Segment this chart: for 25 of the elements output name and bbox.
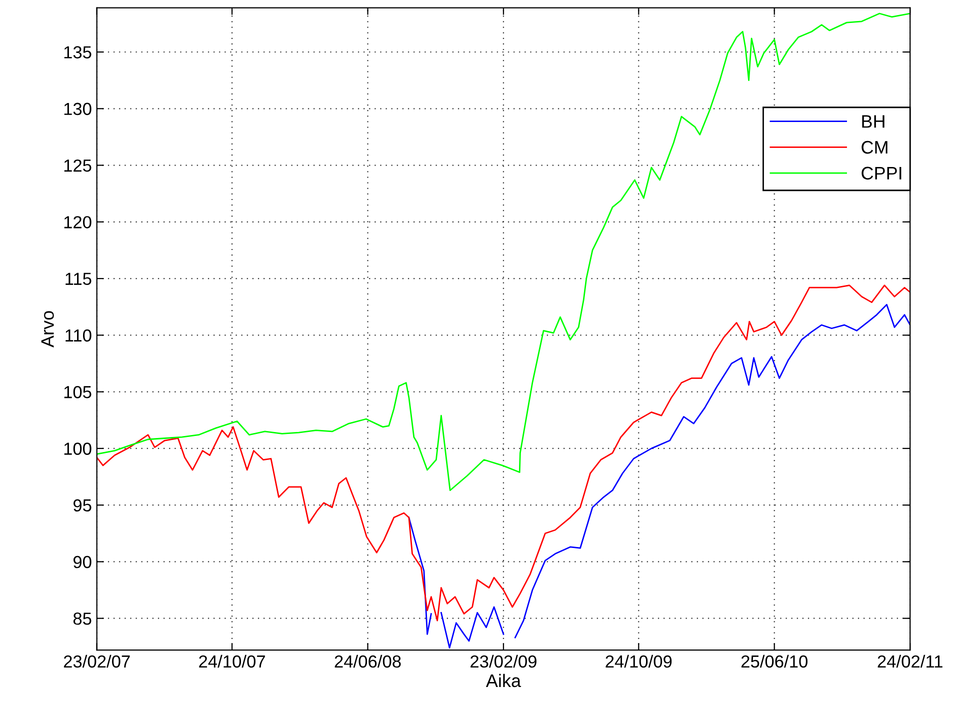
x-axis-title: Aika <box>486 674 522 688</box>
x-tick-label: 24/10/07 <box>199 654 265 668</box>
x-tick-label: 23/02/09 <box>470 654 536 668</box>
y-tick-label: 85 <box>73 612 92 625</box>
y-tick-label: 95 <box>74 499 92 512</box>
y-tick-label: 110 <box>66 329 92 342</box>
y-tick-label: 115 <box>66 272 92 285</box>
y-tick-label: 130 <box>64 102 92 116</box>
x-tick-label: 24/02/11 <box>878 654 942 668</box>
y-tick-label: 100 <box>64 442 92 455</box>
y-axis-title: Arvo <box>41 311 54 348</box>
line-series <box>96 12 910 492</box>
x-tick-label: 24/06/08 <box>334 654 401 668</box>
legend-label: BH <box>862 115 884 128</box>
y-tick-label: 125 <box>64 159 92 172</box>
y-tick-label: 105 <box>64 386 92 398</box>
x-tick-label: 23/02/07 <box>64 654 130 668</box>
legend-label: CM <box>862 140 888 154</box>
legend-label: CPPI <box>862 166 902 180</box>
line-series <box>96 284 910 622</box>
y-tick-label: 90 <box>74 556 92 568</box>
x-tick-label: 25/06/10 <box>741 654 808 668</box>
y-tick-label: 135 <box>64 46 92 58</box>
y-tick-label: 120 <box>64 216 92 228</box>
x-tick-label: 24/10/09 <box>606 654 672 668</box>
